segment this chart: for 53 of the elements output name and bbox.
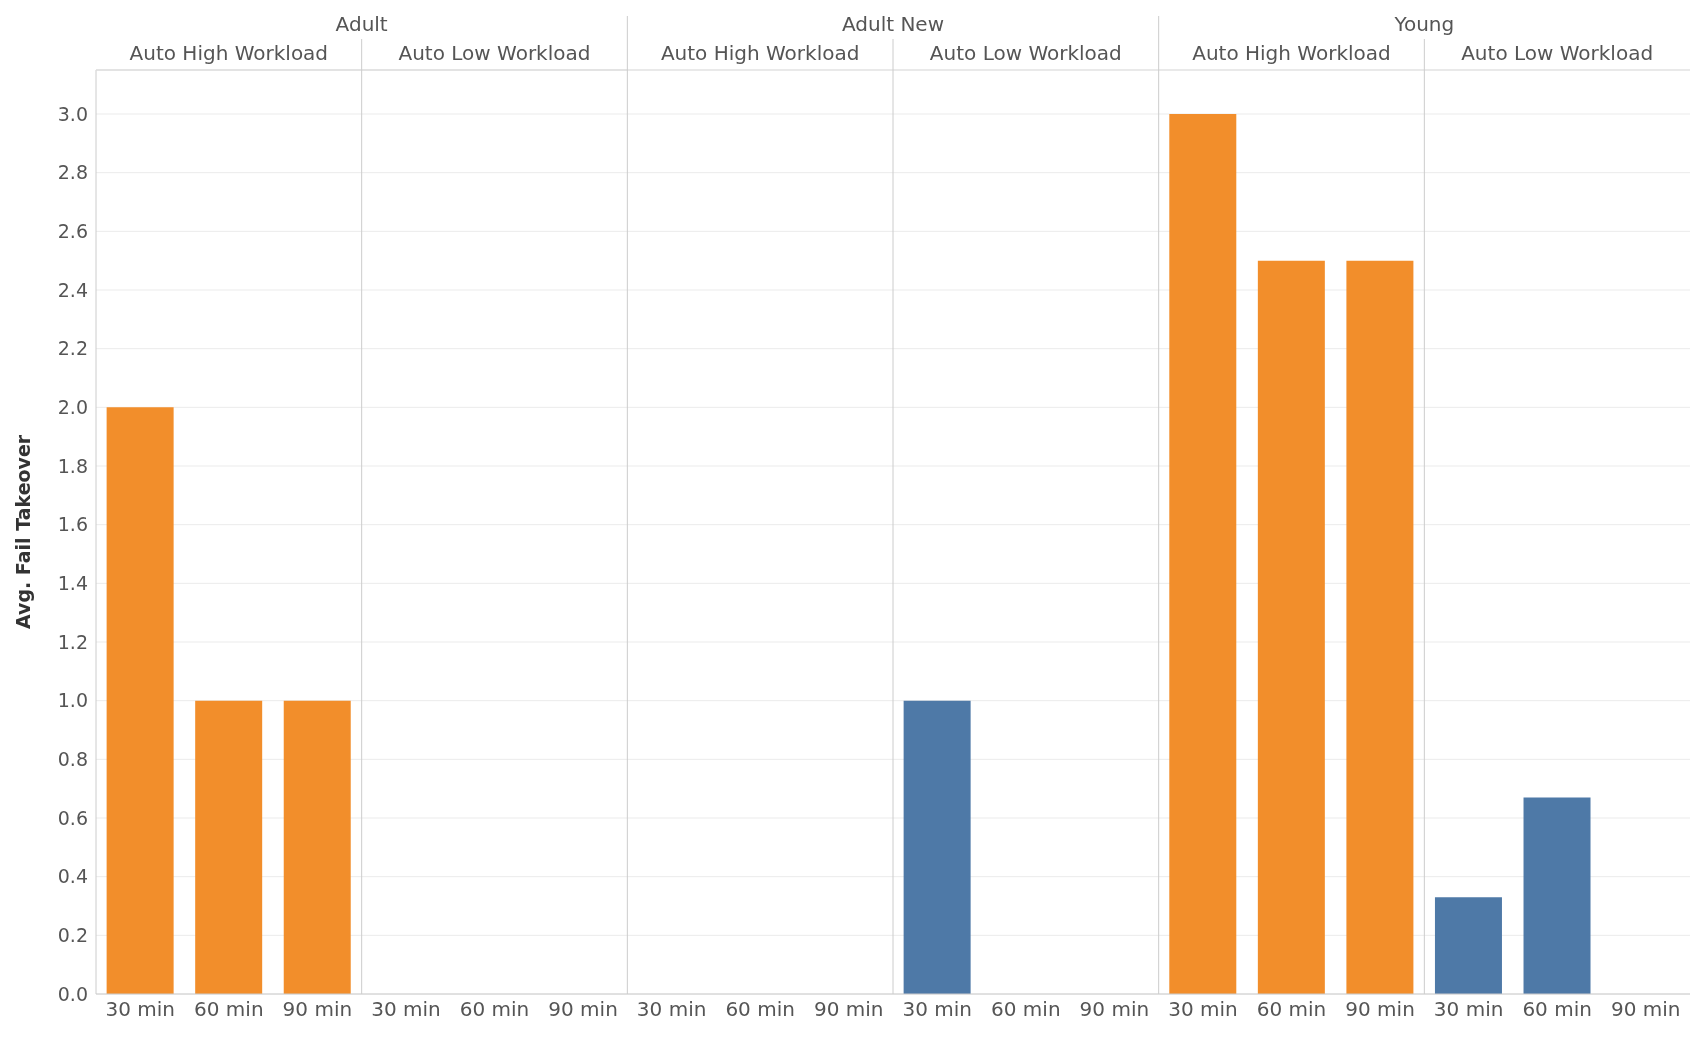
y-axis-title: Avg. Fail Takeover (12, 433, 34, 632)
x-tick-label: 60 min (194, 997, 264, 1022)
y-tick-label: 2.6 (57, 220, 88, 243)
x-tick-label: 60 min (725, 997, 795, 1022)
y-tick-label: 0.0 (57, 982, 88, 1005)
y-tick-label: 2.0 (57, 396, 88, 419)
y-tick-label: 3.0 (57, 102, 88, 125)
x-tick-label: 90 min (1345, 997, 1415, 1022)
text: Young (1393, 12, 1456, 36)
text: Auto High Workload (1191, 41, 1392, 65)
text: Adult New (840, 12, 946, 36)
x-tick-label: 30 min (902, 997, 973, 1022)
x-tick-label: 60 min (459, 997, 530, 1022)
text: Auto Low Workload (397, 41, 592, 65)
text: Auto Low Workload (1460, 41, 1655, 65)
bar (1257, 260, 1325, 994)
x-tick-label: 60 min (1522, 997, 1592, 1022)
text: Auto High Workload (128, 41, 330, 65)
x-tick-label: 30 min (371, 997, 441, 1022)
y-tick-label: 2.4 (57, 278, 88, 301)
y-tick-label: 1.8 (57, 454, 88, 477)
x-tick-label: 30 min (636, 997, 707, 1022)
y-tick-label: 2.8 (57, 161, 88, 184)
x-tick-label: 30 min (105, 997, 176, 1022)
bar (1523, 797, 1591, 994)
y-tick-label: 0.6 (57, 806, 88, 829)
x-tick-label: 90 min (1079, 997, 1150, 1022)
text: Adult (334, 12, 389, 36)
y-tick-label: 0.4 (57, 865, 88, 888)
x-tick-label: 60 min (991, 997, 1061, 1022)
x-tick-label: 90 min (282, 997, 353, 1022)
bar (106, 407, 174, 994)
y-tick-label: 0.8 (57, 748, 88, 771)
y-tick-label: 1.6 (57, 513, 88, 536)
y-tick-label: 2.2 (57, 337, 88, 360)
x-tick-label: 30 min (1433, 997, 1504, 1022)
y-tick-label: 1.4 (57, 572, 88, 595)
bar (903, 700, 971, 994)
bar (283, 700, 351, 994)
x-tick-label: 30 min (1168, 997, 1238, 1022)
bar (1434, 897, 1502, 994)
x-tick-label: 90 min (548, 997, 618, 1022)
text: Auto High Workload (659, 41, 861, 65)
y-tick-label: 1.0 (57, 689, 88, 712)
x-tick-label: 90 min (813, 997, 884, 1022)
y-tick-label: 0.2 (57, 924, 88, 947)
x-tick-label: 90 min (1610, 997, 1681, 1022)
x-tick-label: 60 min (1256, 997, 1327, 1022)
bar (195, 700, 263, 994)
bar (1169, 114, 1237, 994)
text: Auto Low Workload (928, 41, 1123, 65)
y-tick-label: 1.2 (57, 630, 88, 653)
bar (1346, 260, 1414, 994)
